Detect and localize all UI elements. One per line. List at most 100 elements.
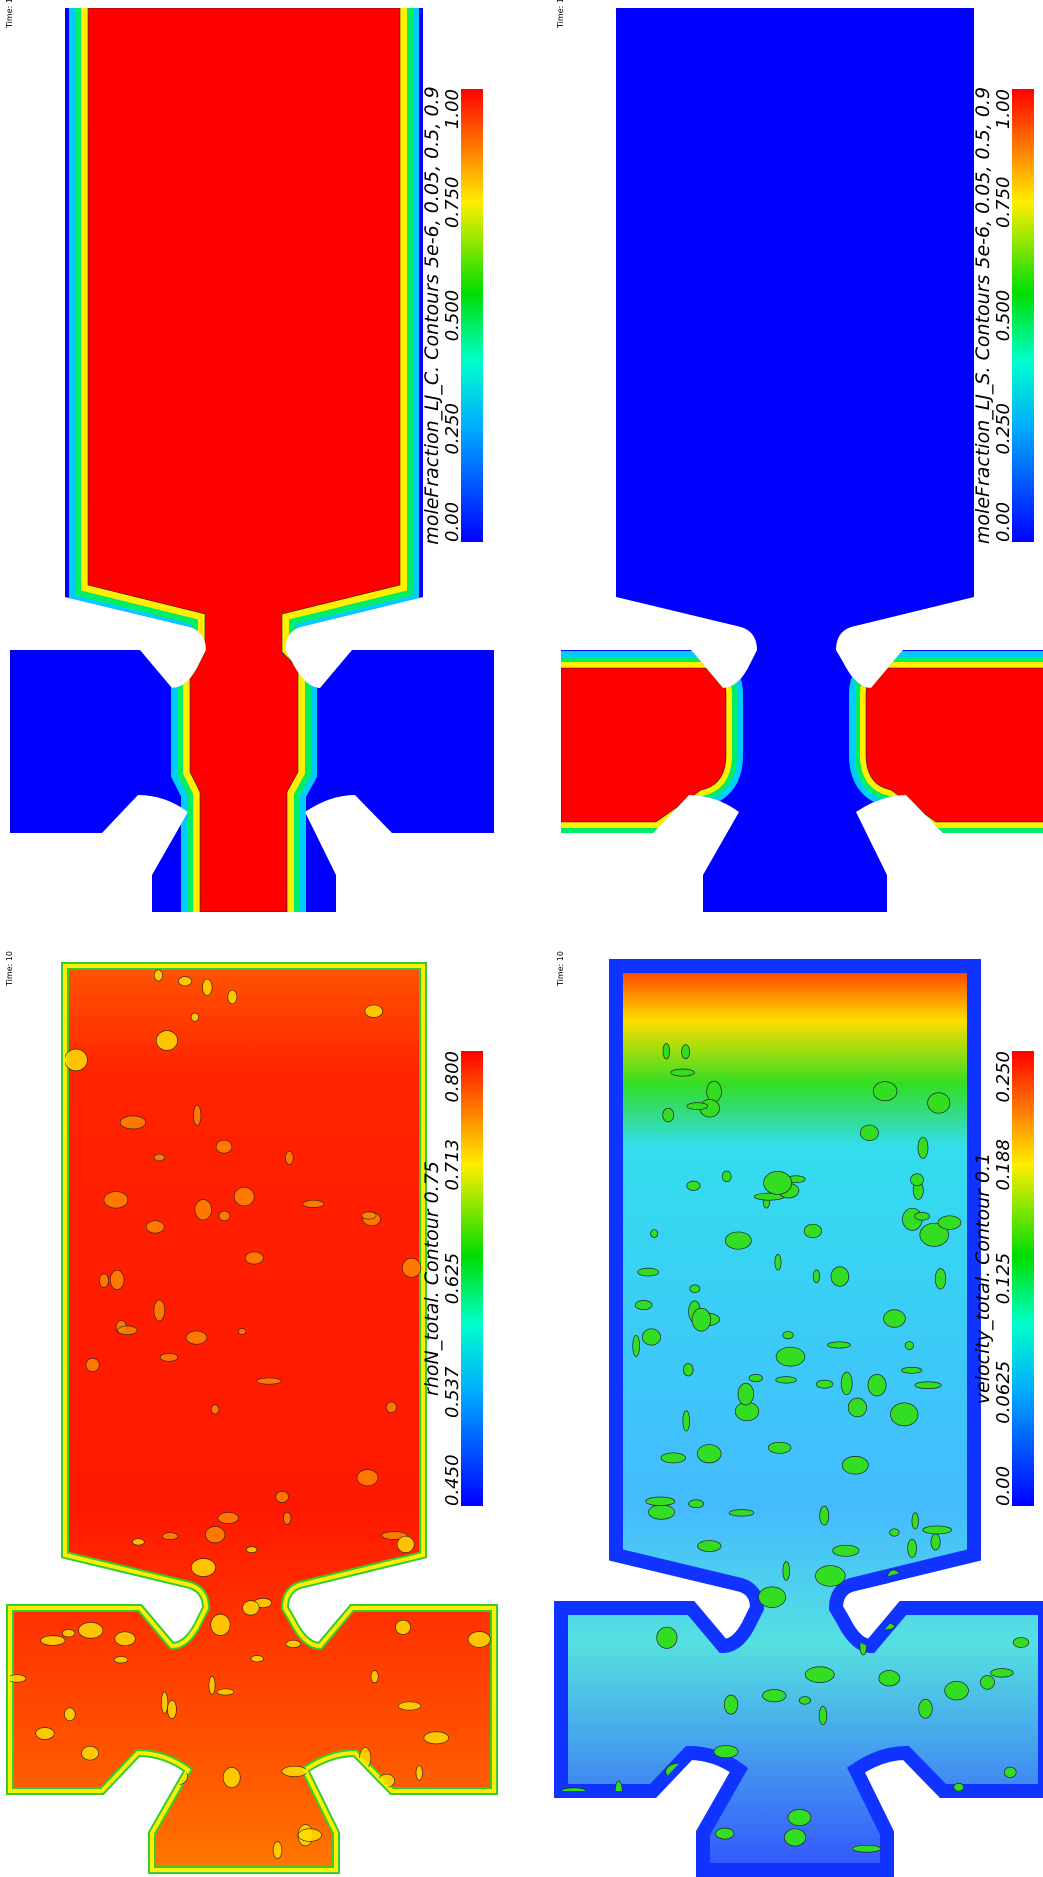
blob bbox=[155, 1030, 178, 1051]
blob bbox=[782, 1561, 790, 1581]
blob bbox=[202, 978, 213, 996]
blob bbox=[721, 1170, 732, 1183]
time-label: Time: 10 bbox=[5, 951, 14, 987]
blob bbox=[272, 1841, 283, 1859]
colorbar-tick-label: 0.500 bbox=[993, 290, 1014, 342]
blob bbox=[356, 1469, 379, 1487]
blob bbox=[190, 1012, 200, 1022]
blob bbox=[64, 1048, 88, 1072]
blob bbox=[691, 1307, 711, 1332]
blob bbox=[145, 1220, 165, 1234]
blob bbox=[114, 1631, 136, 1647]
blob bbox=[889, 1528, 900, 1537]
blob bbox=[650, 1229, 659, 1238]
blob bbox=[827, 1341, 851, 1349]
blob bbox=[867, 1374, 887, 1397]
blob bbox=[815, 1379, 834, 1389]
blob bbox=[423, 1731, 450, 1745]
blob bbox=[103, 1814, 120, 1828]
blob bbox=[728, 1509, 755, 1517]
blob bbox=[724, 1231, 752, 1250]
blob bbox=[944, 1681, 969, 1701]
colorbar-tick-label: 0.188 bbox=[993, 1139, 1014, 1191]
blob bbox=[662, 1043, 671, 1060]
blob bbox=[81, 1745, 99, 1761]
blob bbox=[360, 1211, 377, 1220]
blob bbox=[364, 1004, 384, 1018]
blob bbox=[178, 976, 192, 987]
blob bbox=[890, 1402, 919, 1427]
blob bbox=[415, 1765, 423, 1781]
blob bbox=[798, 1696, 811, 1705]
blob bbox=[990, 1668, 1014, 1678]
colorbar-tick-label: 0.125 bbox=[993, 1253, 1014, 1305]
blob bbox=[883, 1309, 906, 1328]
blob bbox=[804, 1666, 835, 1683]
field-core bbox=[865, 667, 1043, 823]
blob bbox=[775, 1346, 806, 1367]
blob bbox=[208, 1675, 216, 1695]
colorbar-tick-label: 1.00 bbox=[442, 89, 463, 129]
blob bbox=[159, 1352, 179, 1362]
blob bbox=[872, 1081, 898, 1102]
blob bbox=[233, 1186, 255, 1207]
blob bbox=[167, 1699, 177, 1720]
blob bbox=[934, 1268, 947, 1290]
blob bbox=[911, 1512, 919, 1530]
blob bbox=[1003, 1766, 1017, 1778]
blob bbox=[397, 1701, 422, 1711]
blob bbox=[775, 1376, 797, 1384]
blob bbox=[682, 1363, 694, 1377]
blob bbox=[222, 1766, 241, 1789]
panel: Time: 10 velocity_total. Contour 0.1 0.00 0… bbox=[556, 951, 1043, 1870]
blob bbox=[285, 1150, 294, 1165]
blob bbox=[128, 1801, 143, 1816]
panel: Time: 10 rhoN_total. Contour 0.75 0.450 0.5… bbox=[5, 951, 494, 1870]
colorbar-title: rhoN_total. Contour 0.75 bbox=[421, 1161, 443, 1396]
blob bbox=[161, 1691, 169, 1714]
blob bbox=[401, 1257, 422, 1278]
blob bbox=[914, 1211, 930, 1221]
colorbar-tick-label: 0.00 bbox=[442, 502, 463, 542]
blob bbox=[128, 1804, 137, 1813]
blob bbox=[840, 1371, 853, 1396]
blob bbox=[323, 1784, 332, 1799]
blob bbox=[914, 1381, 942, 1390]
blob bbox=[899, 1780, 928, 1791]
colorbar-tick-label: 0.250 bbox=[442, 403, 463, 455]
colorbar-tick-label: 1.00 bbox=[993, 89, 1014, 129]
colorbar-tick-label: 0.250 bbox=[993, 403, 1014, 455]
blob bbox=[688, 1499, 705, 1509]
blob bbox=[713, 1745, 739, 1759]
blob bbox=[832, 1544, 860, 1557]
blob bbox=[682, 1410, 690, 1432]
blob bbox=[395, 1619, 411, 1635]
blob bbox=[910, 1173, 924, 1187]
colorbar-tick-label: 0.00 bbox=[993, 502, 1014, 542]
blob bbox=[117, 1325, 138, 1336]
blob bbox=[697, 1540, 722, 1552]
blob bbox=[98, 1273, 109, 1288]
colorbar bbox=[1012, 89, 1034, 542]
blob bbox=[467, 1631, 491, 1648]
blob bbox=[216, 1688, 235, 1696]
blob bbox=[119, 1115, 147, 1130]
colorbar bbox=[461, 1051, 483, 1506]
blob bbox=[919, 1222, 949, 1247]
blob bbox=[297, 1828, 322, 1842]
blob bbox=[696, 1444, 722, 1464]
blob bbox=[126, 1784, 146, 1799]
blob bbox=[803, 1223, 822, 1239]
blob bbox=[889, 1766, 898, 1779]
blob bbox=[147, 1768, 173, 1786]
blob bbox=[787, 1809, 812, 1826]
blob bbox=[153, 969, 163, 982]
blob bbox=[852, 1844, 882, 1853]
blob bbox=[250, 1655, 264, 1663]
blob bbox=[904, 1341, 914, 1350]
blob bbox=[338, 1781, 350, 1801]
colorbar-tick-label: 0.0625 bbox=[993, 1361, 1014, 1424]
blob bbox=[689, 1284, 701, 1294]
colorbar-tick-label: 0.750 bbox=[442, 176, 463, 228]
colorbar-title: moleFraction_LJ_S. Contours 5e-6, 0.05, … bbox=[972, 87, 994, 544]
